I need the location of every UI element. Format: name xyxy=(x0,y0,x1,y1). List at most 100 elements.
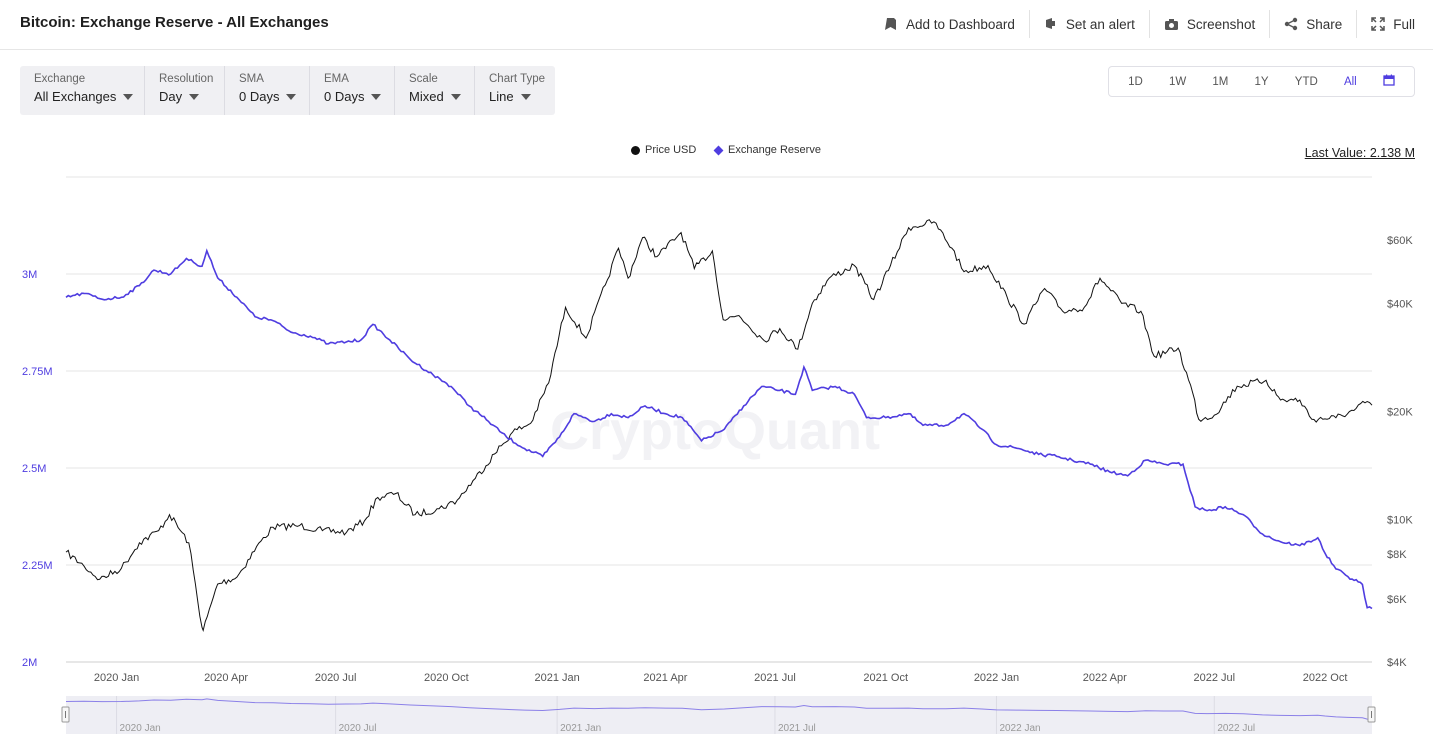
range-all[interactable]: All xyxy=(1343,75,1357,88)
x-axis-tick: 2022 Apr xyxy=(1083,672,1127,684)
caret-down-icon xyxy=(371,93,382,100)
page-header: Bitcoin: Exchange Reserve - All Exchange… xyxy=(0,0,1433,50)
right-axis-tick: $6K xyxy=(1387,594,1407,606)
x-axis-tick: 2021 Jan xyxy=(534,672,579,684)
share-icon xyxy=(1285,17,1298,31)
screenshot-label: Screenshot xyxy=(1186,16,1256,32)
price-legend-marker xyxy=(631,145,640,155)
right-axis-tick: $4K xyxy=(1387,657,1407,669)
x-axis-tick: 2020 Apr xyxy=(204,672,248,684)
share-button[interactable]: Share xyxy=(1269,10,1356,38)
bell-icon xyxy=(1045,18,1055,29)
exchange-label: Exchange xyxy=(34,73,86,85)
legend-price[interactable]: Price USD xyxy=(631,144,696,156)
legend-reserve-label: Exchange Reserve xyxy=(728,144,821,156)
x-axis-tick: 2021 Apr xyxy=(643,672,687,684)
scale-label: Scale xyxy=(409,73,438,85)
scale-value: Mixed xyxy=(409,89,444,104)
chart-type-dropdown[interactable]: Chart Type Line xyxy=(475,66,555,115)
set-alert-button[interactable]: Set an alert xyxy=(1028,10,1149,38)
navigator: 2020 Jan 2020 Jul 2021 Jan 2021 Jul 2022 Jan… xyxy=(61,696,1376,734)
x-axis-tick: 2022 Jan xyxy=(974,672,1019,684)
chart-type-value: Line xyxy=(489,89,514,104)
range-1w[interactable]: 1W xyxy=(1168,75,1187,88)
calendar-button[interactable] xyxy=(1379,72,1399,91)
range-selector: 1D 1W 1M 1Y YTD All xyxy=(1108,66,1415,97)
chart-lines xyxy=(65,219,1373,633)
range-ytd[interactable]: YTD xyxy=(1294,75,1318,88)
navigator-tick: 2021 Jul xyxy=(778,723,816,734)
x-axis-tick: 2021 Jul xyxy=(754,672,796,684)
legend-price-label: Price USD xyxy=(645,144,697,156)
camera-icon xyxy=(1164,18,1178,30)
navigator-background xyxy=(66,696,1372,734)
navigator-tick: 2022 Jan xyxy=(999,723,1040,734)
header-actions: Add to Dashboard Set an alert Screenshot… xyxy=(871,0,1433,48)
range-1y[interactable]: 1Y xyxy=(1254,75,1269,88)
ema-dropdown[interactable]: EMA 0 Days xyxy=(310,66,395,115)
caret-down-icon xyxy=(286,93,297,100)
navigator-tick: 2020 Jul xyxy=(339,723,377,734)
navigator-series-line xyxy=(65,698,1373,720)
legend-reserve[interactable]: Exchange Reserve xyxy=(713,144,821,156)
chart-controls: Exchange All Exchanges Resolution Day SM… xyxy=(20,66,555,115)
scale-dropdown[interactable]: Scale Mixed xyxy=(395,66,475,115)
price-series-line xyxy=(65,219,1373,633)
resolution-dropdown[interactable]: Resolution Day xyxy=(145,66,225,115)
right-axis-tick: $10K xyxy=(1387,514,1413,526)
right-axis-tick: $8K xyxy=(1387,549,1407,561)
x-axis-tick: 2020 Jan xyxy=(94,672,139,684)
screenshot-button[interactable]: Screenshot xyxy=(1148,10,1269,38)
watermark: CryptoQuant xyxy=(550,401,880,461)
ema-value: 0 Days xyxy=(324,89,365,104)
fullscreen-button[interactable]: Full xyxy=(1356,10,1433,38)
reserve-series-line xyxy=(65,248,1373,610)
navigator-tick: 2021 Jan xyxy=(560,723,601,734)
sma-label: SMA xyxy=(239,73,264,85)
exchange-dropdown[interactable]: Exchange All Exchanges xyxy=(20,66,145,115)
right-axis: $4K $6K $8K $10K $20K $40K $60K xyxy=(1387,235,1413,669)
resolution-label: Resolution xyxy=(159,73,214,85)
chart-legend: Price USD Exchange Reserve xyxy=(0,144,1433,160)
navigator-tick: 2022 Jul xyxy=(1217,723,1255,734)
x-axis-tick: 2021 Oct xyxy=(863,672,908,684)
add-to-dashboard-button[interactable]: Add to Dashboard xyxy=(871,10,1029,38)
x-axis-tick: 2020 Oct xyxy=(424,672,469,684)
x-axis: 2020 Jan 2020 Apr 2020 Jul 2020 Oct 2021 Jan… xyxy=(94,672,1347,684)
last-value[interactable]: Last Value: 2.138 M xyxy=(1304,146,1415,160)
navigator-tick: 2020 Jan xyxy=(120,723,161,734)
range-1m[interactable]: 1M xyxy=(1212,75,1229,88)
chart-type-label: Chart Type xyxy=(489,73,546,85)
resolution-value: Day xyxy=(159,89,183,104)
ema-label: EMA xyxy=(324,73,349,85)
caret-down-icon xyxy=(189,93,200,100)
x-axis-tick: 2022 Oct xyxy=(1303,672,1348,684)
x-axis-tick: 2020 Jul xyxy=(315,672,357,684)
right-axis-tick: $60K xyxy=(1387,235,1413,247)
x-axis-tick: 2022 Jul xyxy=(1194,672,1236,684)
chart-grid xyxy=(66,176,1372,663)
exchange-value: All Exchanges xyxy=(34,89,117,104)
chart-area[interactable]: CryptoQuant 2M 2.25M 2.5M 2.75M 3M $4K $6K $8K… xyxy=(0,165,1433,748)
left-axis-tick: 2.75M xyxy=(22,366,53,378)
reserve-legend-marker xyxy=(713,145,724,155)
calendar-icon xyxy=(1383,74,1395,86)
set-alert-label: Set an alert xyxy=(1065,16,1135,32)
dashboard-icon xyxy=(885,18,897,30)
caret-down-icon xyxy=(123,93,134,100)
left-axis: 2M 2.25M 2.5M 2.75M 3M xyxy=(22,269,53,669)
right-axis-tick: $40K xyxy=(1387,298,1413,310)
page-title: Bitcoin: Exchange Reserve - All Exchange… xyxy=(20,14,329,31)
fullscreen-label: Full xyxy=(1393,16,1415,32)
sma-dropdown[interactable]: SMA 0 Days xyxy=(225,66,310,115)
right-axis-tick: $20K xyxy=(1387,406,1413,418)
left-axis-tick: 2M xyxy=(22,657,37,669)
range-1d[interactable]: 1D xyxy=(1128,75,1143,88)
caret-down-icon xyxy=(450,93,461,100)
left-axis-tick: 3M xyxy=(22,269,37,281)
add-to-dashboard-label: Add to Dashboard xyxy=(906,16,1015,32)
left-axis-tick: 2.5M xyxy=(22,463,46,475)
share-label: Share xyxy=(1306,16,1343,32)
sma-value: 0 Days xyxy=(239,89,280,104)
expand-icon xyxy=(1371,17,1385,31)
